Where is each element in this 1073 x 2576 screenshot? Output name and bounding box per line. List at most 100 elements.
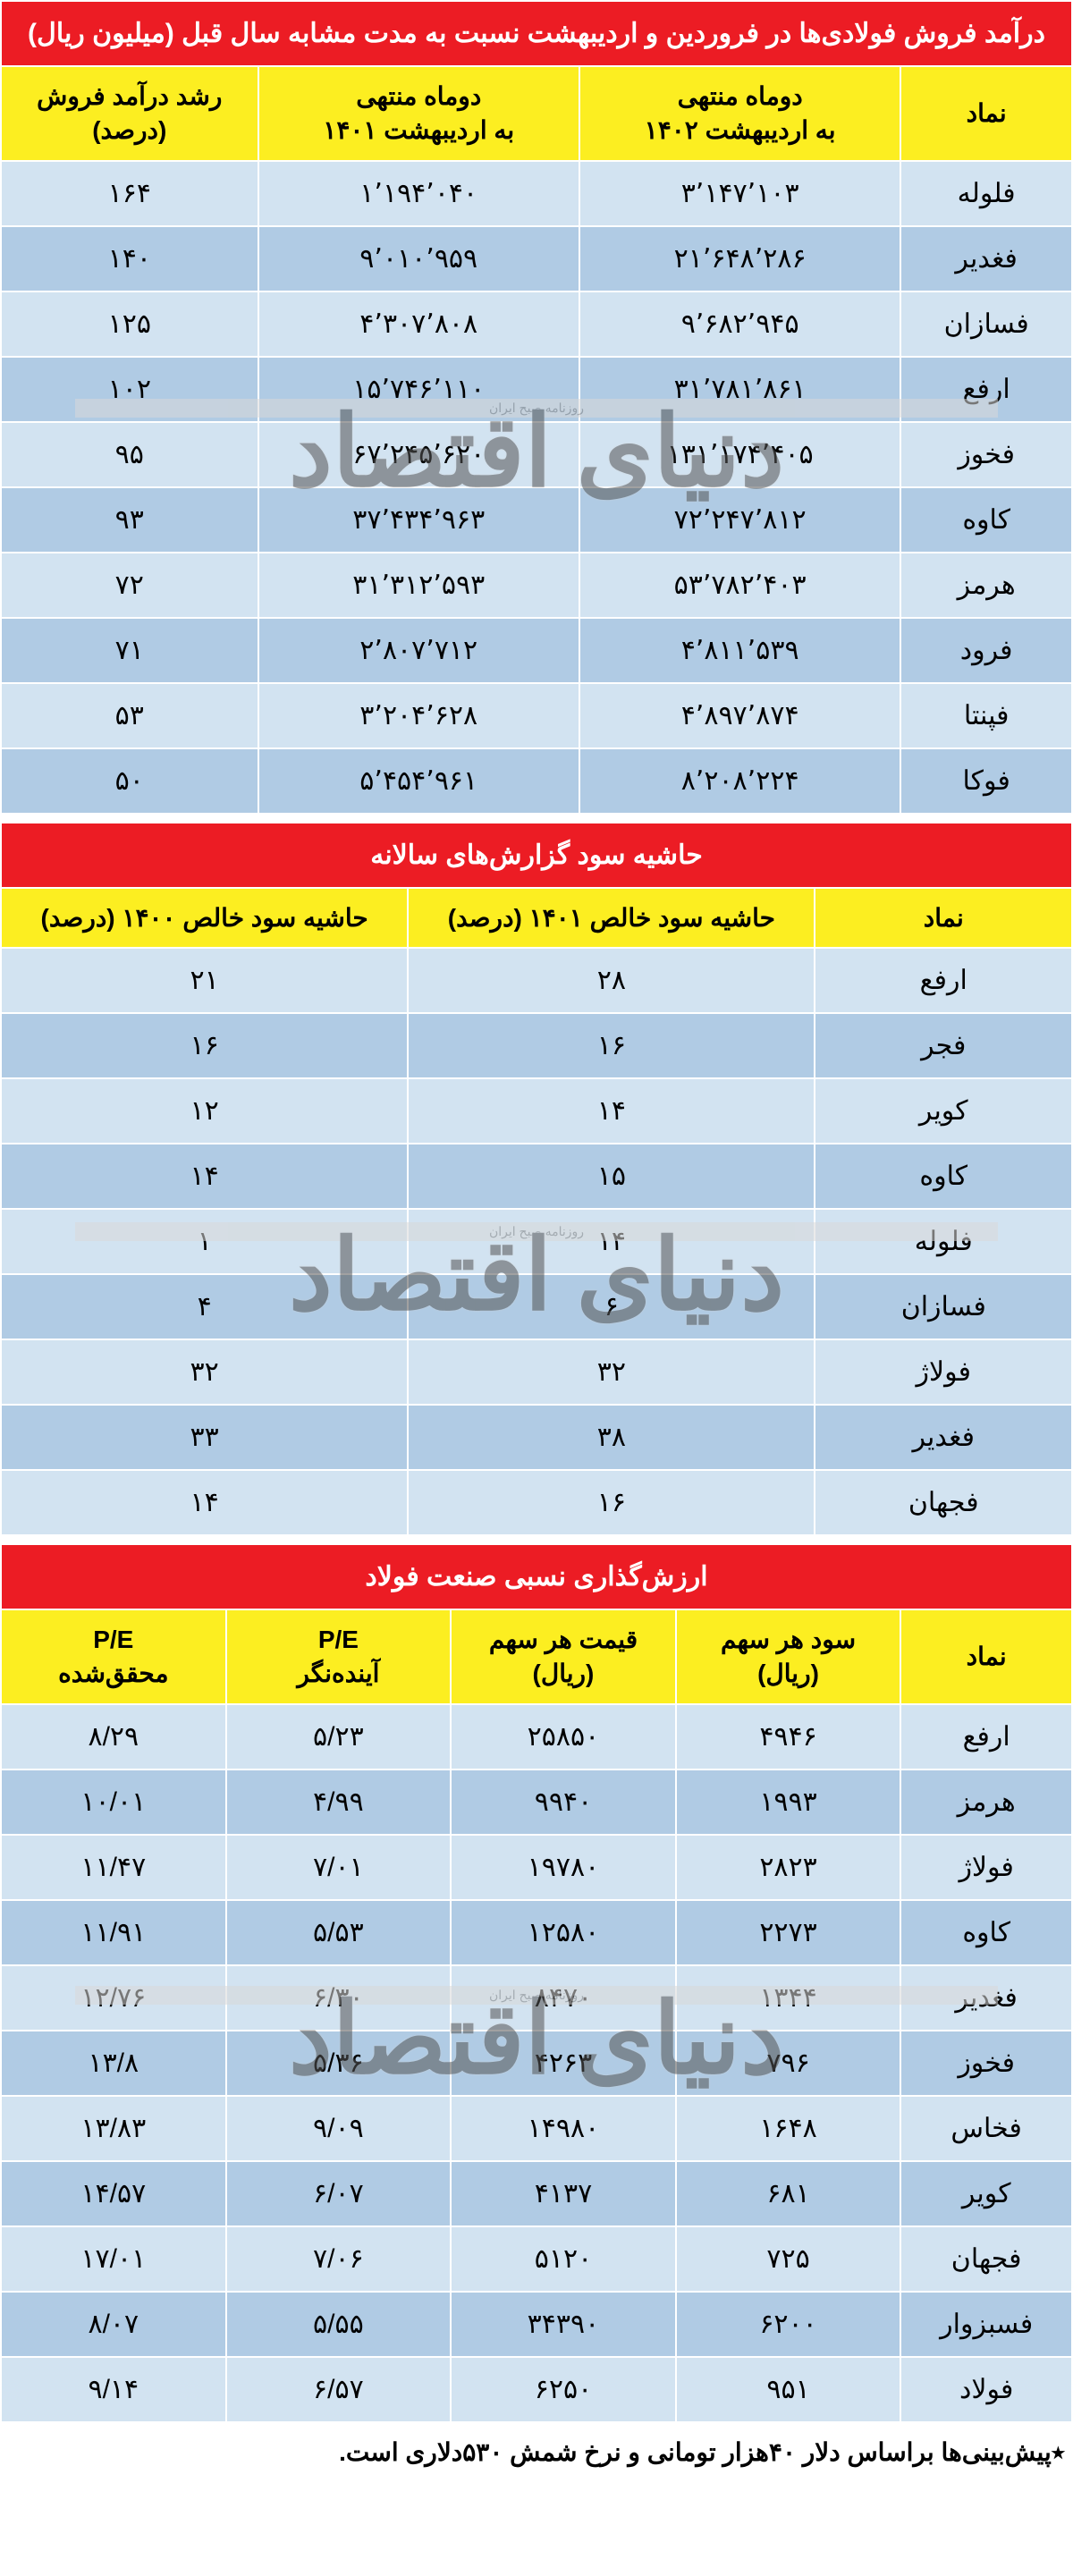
table3-cell: ۱۳/۸۳	[1, 2096, 226, 2161]
table3-cell: ۴/۹۹	[226, 1769, 452, 1835]
table3-header-cell: قیمت هر سهم(ریال)	[451, 1609, 676, 1704]
table3-cell: فولاژ	[900, 1835, 1072, 1900]
table1-cell: ۹٬۶۸۲٬۹۴۵	[579, 291, 900, 357]
table1-cell: فپنتا	[900, 683, 1072, 748]
table1-cell: ۱۴۰	[1, 226, 258, 291]
table3-cell: ۵/۵۳	[226, 1900, 452, 1965]
table1-cell: ۱۶۴	[1, 161, 258, 226]
table3-cell: ۱۲/۷۶	[1, 1965, 226, 2031]
table3-cell: ۱۱/۴۷	[1, 1835, 226, 1900]
table3-cell: کاوه	[900, 1900, 1072, 1965]
table1-cell: فخوز	[900, 422, 1072, 487]
table3-row: فسبزوار۶۲۰۰۳۴۳۹۰۵/۵۵۸/۰۷	[1, 2292, 1072, 2357]
table2-cell: ۴	[1, 1274, 408, 1339]
table1-cell: ۱۲۵	[1, 291, 258, 357]
table3-cell: ۱۹۹۳	[676, 1769, 901, 1835]
table1-cell: فلوله	[900, 161, 1072, 226]
table3-row: کویر۶۸۱۴۱۳۷۶/۰۷۱۴/۵۷	[1, 2161, 1072, 2226]
table3-cell: ۶۲۰۰	[676, 2292, 901, 2357]
table2-cell: فجر	[815, 1013, 1072, 1078]
table1-cell: ۵۰	[1, 748, 258, 814]
table2-cell: ۱۴	[408, 1078, 815, 1144]
table1-row: فغدیر۲۱٬۶۴۸٬۲۸۶۹٬۰۱۰٬۹۵۹۱۴۰	[1, 226, 1072, 291]
table3-row: ارفع۴۹۴۶۲۵۸۵۰۵/۲۳۸/۲۹	[1, 1704, 1072, 1769]
table1-cell: ۳۷٬۴۳۴٬۹۶۳	[258, 487, 579, 553]
table1-cell: ۴٬۸۹۷٬۸۷۴	[579, 683, 900, 748]
table2-cell: ۳۲	[408, 1339, 815, 1405]
table3-cell: ۱۲۵۸۰	[451, 1900, 676, 1965]
table2-cell: کویر	[815, 1078, 1072, 1144]
table3-header-cell: سود هر سهم(ریال)	[676, 1609, 901, 1704]
table3-cell: ۲۵۸۵۰	[451, 1704, 676, 1769]
table3-cell: ۳۴۳۹۰	[451, 2292, 676, 2357]
table1-cell: ۷۱	[1, 618, 258, 683]
table3-row: فخاس۱۶۴۸۱۴۹۸۰۹/۰۹۱۳/۸۳	[1, 2096, 1072, 2161]
table3-cell: ۱۴۹۸۰	[451, 2096, 676, 2161]
table2-header-cell: حاشیه سود خالص ۱۴۰۰ (درصد)	[1, 888, 408, 949]
table3-header-cell: P/Eآینده‌نگر	[226, 1609, 452, 1704]
table3-cell: ارفع	[900, 1704, 1072, 1769]
table2-cell: فغدیر	[815, 1405, 1072, 1470]
table2-cell: ۱۲	[1, 1078, 408, 1144]
table3-cell: ۹/۰۹	[226, 2096, 452, 2161]
table2-cell: ۲۸	[408, 948, 815, 1013]
table1-cell: ۲۱٬۶۴۸٬۲۸۶	[579, 226, 900, 291]
table1-cell: هرمز	[900, 553, 1072, 618]
table2-cell: ۱۶	[408, 1013, 815, 1078]
table2-cell: ارفع	[815, 948, 1072, 1013]
table1-row: ارفع۳۱٬۷۸۱٬۸۶۱۱۵٬۷۴۶٬۱۱۰۱۰۲	[1, 357, 1072, 422]
table1-cell: ۳٬۲۰۴٬۶۲۸	[258, 683, 579, 748]
table2-title: حاشیه سود گزارش‌های سالانه	[1, 823, 1072, 888]
table1-cell: کاوه	[900, 487, 1072, 553]
table3-cell: فولاد	[900, 2357, 1072, 2422]
table1-row: فوکا۸٬۲۰۸٬۲۲۴۵٬۴۵۴٬۹۶۱۵۰	[1, 748, 1072, 814]
table2-row: کویر۱۴۱۲	[1, 1078, 1072, 1144]
table2-cell: ۱۵	[408, 1144, 815, 1209]
table3-row: فولاژ۲۸۲۳۱۹۷۸۰۷/۰۱۱۱/۴۷	[1, 1835, 1072, 1900]
table1-row: هرمز۵۳٬۷۸۲٬۴۰۳۳۱٬۳۱۲٬۵۹۳۷۲	[1, 553, 1072, 618]
table3-cell: ۱۳/۸	[1, 2031, 226, 2096]
table3-cell: ۱۶۴۸	[676, 2096, 901, 2161]
table3-cell: ۸/۰۷	[1, 2292, 226, 2357]
table2-cell: ۳۸	[408, 1405, 815, 1470]
table1-wrap: درآمد فروش فولادی‌ها در فروردین و اردیبه…	[0, 0, 1073, 815]
table3-cell: فسبزوار	[900, 2292, 1072, 2357]
table2: حاشیه سود گزارش‌های سالانه نمادحاشیه سود…	[0, 822, 1073, 1537]
table2-cell: فسازان	[815, 1274, 1072, 1339]
table1-cell: ۹٬۰۱۰٬۹۵۹	[258, 226, 579, 291]
table2-cell: کاوه	[815, 1144, 1072, 1209]
table1-cell: ۹۵	[1, 422, 258, 487]
table2-title-row: حاشیه سود گزارش‌های سالانه	[1, 823, 1072, 888]
table3-footnote: ٭پیش‌بینی‌ها براساس دلار ۴۰هزار تومانی و…	[1, 2422, 1072, 2470]
table3-cell: فخاس	[900, 2096, 1072, 2161]
table3-cell: ۹۵۱	[676, 2357, 901, 2422]
table1-cell: ۱٬۱۹۴٬۰۴۰	[258, 161, 579, 226]
table1-cell: ارفع	[900, 357, 1072, 422]
table3-cell: ۱۰/۰۱	[1, 1769, 226, 1835]
table3-header-row: نمادسود هر سهم(ریال)قیمت هر سهم(ریال)P/E…	[1, 1609, 1072, 1704]
table3-cell: ۸/۲۹	[1, 1704, 226, 1769]
table2-cell: ۶	[408, 1274, 815, 1339]
table1-cell: ۵۳	[1, 683, 258, 748]
table2-cell: ۱۴	[1, 1144, 408, 1209]
table3-cell: ۵/۲۳	[226, 1704, 452, 1769]
table3-cell: کویر	[900, 2161, 1072, 2226]
table1-row: فرود۴٬۸۱۱٬۵۳۹۲٬۸۰۷٬۷۱۲۷۱	[1, 618, 1072, 683]
table3-cell: ۱۹۷۸۰	[451, 1835, 676, 1900]
table3-cell: ۸۴۷۰	[451, 1965, 676, 2031]
table1-cell: ۸٬۲۰۸٬۲۲۴	[579, 748, 900, 814]
table1-cell: ۹۳	[1, 487, 258, 553]
table2-cell: فلوله	[815, 1209, 1072, 1274]
table3-header-cell: P/Eمحقق‌شده	[1, 1609, 226, 1704]
table3-footnote-row: ٭پیش‌بینی‌ها براساس دلار ۴۰هزار تومانی و…	[1, 2422, 1072, 2470]
table3-cell: فجهان	[900, 2226, 1072, 2292]
table1-cell: ۲٬۸۰۷٬۷۱۲	[258, 618, 579, 683]
table2-cell: ۱۴	[408, 1209, 815, 1274]
table3-cell: ۶/۵۷	[226, 2357, 452, 2422]
table1-header-cell: دوماه منتهیبه اردیبهشت ۱۴۰۲	[579, 66, 900, 161]
table3-cell: ۷/۰۱	[226, 1835, 452, 1900]
table3-header-cell: نماد	[900, 1609, 1072, 1704]
table3-cell: ۶۲۵۰	[451, 2357, 676, 2422]
table1-cell: ۳٬۱۴۷٬۱۰۳	[579, 161, 900, 226]
table1-header-cell: نماد	[900, 66, 1072, 161]
